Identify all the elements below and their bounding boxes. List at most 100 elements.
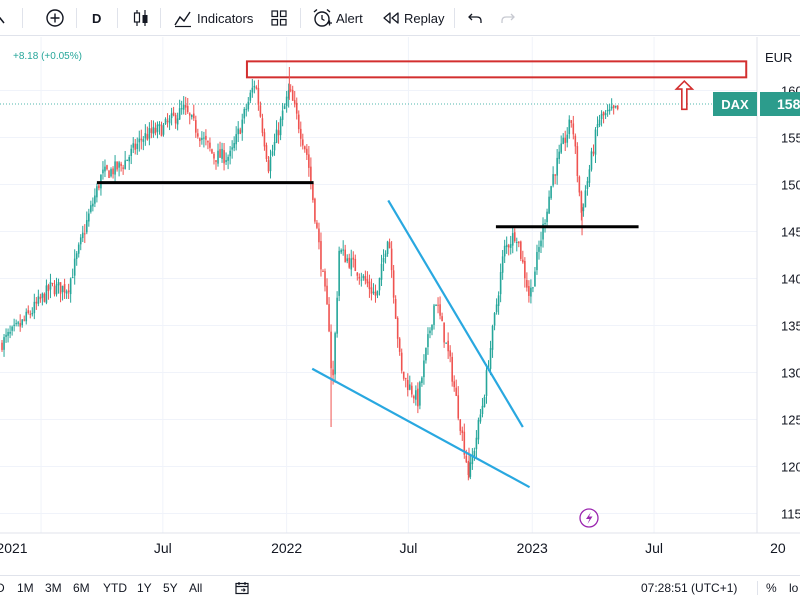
candle-body bbox=[342, 249, 344, 251]
range-button-3m[interactable]: 3M bbox=[45, 581, 62, 595]
indicators-button[interactable]: Indicators bbox=[173, 0, 253, 36]
candle-body bbox=[334, 333, 336, 375]
candle-body bbox=[348, 257, 351, 268]
compare-button[interactable] bbox=[44, 0, 66, 36]
percent-scale-toggle[interactable]: % bbox=[766, 581, 777, 595]
candle-body bbox=[61, 285, 64, 293]
candle-body bbox=[207, 140, 209, 143]
candle-body bbox=[332, 369, 334, 376]
candle-body bbox=[580, 191, 583, 213]
candle-body bbox=[19, 323, 21, 327]
candle-body bbox=[255, 87, 258, 89]
undo-button[interactable] bbox=[467, 0, 483, 36]
candle-body bbox=[138, 138, 141, 143]
time-tick-label: Jul bbox=[399, 540, 417, 556]
candle-body bbox=[251, 87, 254, 93]
candle-body bbox=[550, 186, 552, 199]
candle-body bbox=[370, 287, 373, 294]
candle-body bbox=[158, 123, 161, 127]
candle-body bbox=[336, 297, 338, 334]
candle-body bbox=[13, 324, 15, 326]
candle-body bbox=[39, 296, 42, 300]
candle-body bbox=[162, 124, 165, 135]
lightning-icon[interactable] bbox=[579, 508, 599, 528]
candle-body bbox=[318, 228, 320, 243]
candle-body bbox=[505, 244, 508, 248]
candle-body bbox=[249, 92, 252, 101]
range-button-d[interactable]: D bbox=[0, 581, 5, 595]
candle-body bbox=[98, 185, 100, 189]
candle-body bbox=[306, 148, 308, 155]
symbol-search-icon bbox=[0, 16, 5, 24]
candle-body bbox=[199, 138, 201, 142]
price-tick-label: 115 bbox=[781, 507, 800, 522]
candle-body bbox=[509, 244, 512, 248]
candle-body bbox=[408, 384, 411, 390]
candle-body bbox=[479, 414, 482, 422]
candle-body bbox=[71, 277, 74, 279]
candle-body bbox=[350, 258, 353, 270]
interval-button[interactable]: D bbox=[92, 10, 102, 26]
alarm-clock-icon bbox=[313, 8, 332, 27]
candle-body bbox=[233, 142, 235, 149]
candle-body bbox=[515, 242, 518, 244]
candle-body bbox=[419, 382, 421, 406]
range-button-1m[interactable]: 1M bbox=[17, 581, 34, 595]
candle-body bbox=[546, 211, 548, 223]
candle-body bbox=[130, 148, 133, 157]
replay-button[interactable]: Replay bbox=[382, 0, 444, 36]
candle-body bbox=[239, 129, 242, 134]
wedge-trendline bbox=[387, 199, 524, 428]
candle-body bbox=[566, 134, 569, 143]
legend-change: +8.18 (+0.05%) bbox=[13, 51, 82, 62]
candle-body bbox=[400, 352, 403, 371]
candle-body bbox=[362, 275, 365, 279]
candle-body bbox=[156, 124, 159, 132]
candle-body bbox=[289, 89, 292, 91]
clock-timezone[interactable]: 07:28:51 (UTC+1) bbox=[641, 581, 738, 595]
candle-body bbox=[241, 119, 244, 133]
candle-body bbox=[596, 124, 599, 128]
candle-body bbox=[511, 233, 514, 246]
candle-body bbox=[148, 128, 151, 139]
candle-body bbox=[33, 301, 36, 314]
candle-body bbox=[524, 260, 526, 279]
chart-type-button[interactable] bbox=[132, 0, 150, 36]
candle-body bbox=[404, 378, 407, 380]
toolbar-divider bbox=[22, 8, 23, 28]
goto-date-button[interactable] bbox=[234, 576, 250, 600]
range-button-ytd[interactable]: YTD bbox=[103, 581, 127, 595]
range-button-6m[interactable]: 6M bbox=[73, 581, 90, 595]
candle-body bbox=[219, 149, 221, 158]
candle-body bbox=[360, 279, 363, 281]
range-button-all[interactable]: All bbox=[189, 581, 203, 595]
range-button-5y[interactable]: 5Y bbox=[163, 581, 178, 595]
candle-body bbox=[582, 207, 585, 212]
candle-body bbox=[427, 334, 429, 348]
candle-body bbox=[221, 148, 223, 159]
candle-body bbox=[396, 317, 399, 339]
range-button-1y[interactable]: 1Y bbox=[137, 581, 152, 595]
candle-body bbox=[67, 290, 70, 293]
candle-body bbox=[576, 146, 579, 176]
candle-body bbox=[150, 128, 153, 133]
candle-body bbox=[532, 287, 534, 289]
candle-body bbox=[108, 170, 110, 178]
rewind-icon bbox=[383, 12, 399, 24]
candle-body bbox=[542, 223, 544, 240]
symbol-search-edge[interactable] bbox=[0, 0, 8, 36]
candle-body bbox=[489, 348, 492, 369]
candle-body bbox=[1, 342, 3, 350]
candle-body bbox=[166, 120, 169, 122]
candle-body bbox=[96, 186, 98, 198]
candle-body bbox=[261, 118, 264, 133]
candle-body bbox=[275, 129, 278, 143]
templates-button[interactable] bbox=[270, 0, 288, 36]
candle-body bbox=[465, 455, 468, 463]
candles bbox=[1, 67, 619, 481]
candle-body bbox=[75, 253, 78, 259]
log-scale-toggle[interactable]: lo bbox=[789, 581, 799, 595]
alert-button[interactable]: Alert bbox=[311, 0, 363, 36]
redo-button[interactable] bbox=[500, 0, 516, 36]
